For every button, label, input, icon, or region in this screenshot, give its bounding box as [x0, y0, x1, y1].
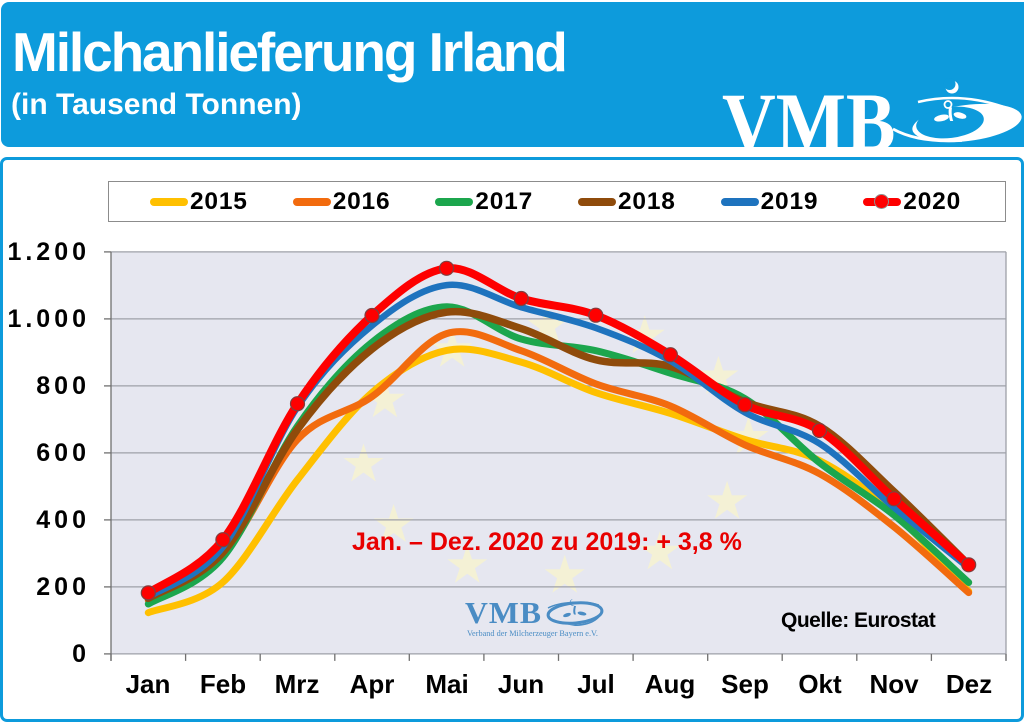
svg-text:VMB: VMB — [465, 597, 542, 630]
svg-text:Verband der Milcherzeuger Baye: Verband der Milcherzeuger Bayern e.V. — [467, 628, 598, 638]
